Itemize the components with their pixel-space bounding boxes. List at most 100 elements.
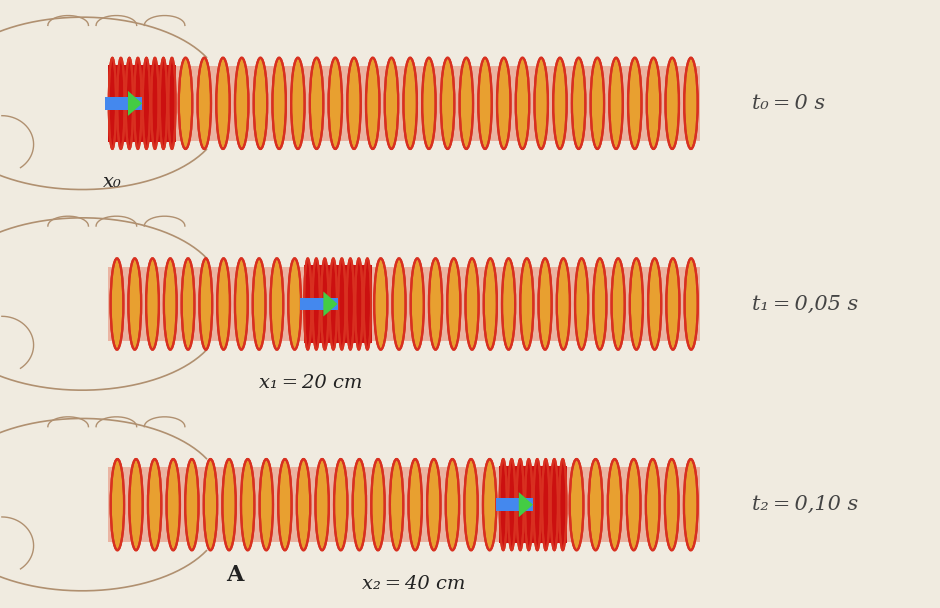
Ellipse shape [464,459,478,550]
Ellipse shape [199,258,212,350]
Text: x₁ = 20 cm: x₁ = 20 cm [258,374,362,392]
Ellipse shape [575,258,588,350]
Ellipse shape [204,459,217,550]
Ellipse shape [216,58,229,149]
Ellipse shape [160,58,167,149]
Ellipse shape [411,258,424,350]
Ellipse shape [164,258,177,350]
Ellipse shape [539,258,552,350]
Ellipse shape [151,58,159,149]
Ellipse shape [371,459,384,550]
Ellipse shape [374,258,387,350]
Ellipse shape [429,258,442,350]
Ellipse shape [665,459,679,550]
Ellipse shape [330,258,337,350]
Ellipse shape [666,258,680,350]
Ellipse shape [648,258,661,350]
Ellipse shape [181,258,195,350]
Ellipse shape [352,459,366,550]
Ellipse shape [347,258,354,350]
Ellipse shape [609,58,623,149]
Ellipse shape [310,58,323,149]
Ellipse shape [484,258,497,350]
Ellipse shape [502,258,515,350]
Ellipse shape [166,459,180,550]
Ellipse shape [347,58,361,149]
Ellipse shape [403,58,417,149]
Ellipse shape [666,58,679,149]
Ellipse shape [542,459,549,550]
Bar [104,97,142,109]
Ellipse shape [646,459,660,550]
Text: x₂ = 40 cm: x₂ = 40 cm [362,575,465,593]
Ellipse shape [259,459,273,550]
Polygon shape [519,492,533,517]
Ellipse shape [590,58,604,149]
Bar [108,266,700,342]
Ellipse shape [338,258,346,350]
Polygon shape [323,291,337,317]
Ellipse shape [273,58,286,149]
Ellipse shape [556,258,570,350]
Ellipse shape [684,459,697,550]
Ellipse shape [235,258,248,350]
Bar [108,66,700,141]
Bar [108,468,700,542]
Ellipse shape [441,58,454,149]
Ellipse shape [129,258,141,350]
Ellipse shape [313,258,320,350]
Bar [304,265,371,343]
Ellipse shape [422,58,435,149]
Ellipse shape [517,459,524,550]
Text: t₂ = 0,10 s: t₂ = 0,10 s [752,495,858,514]
Ellipse shape [235,58,248,149]
Ellipse shape [305,258,311,350]
Ellipse shape [392,258,405,350]
Bar [300,298,337,311]
Text: t₀ = 0 s: t₀ = 0 s [752,94,825,113]
Ellipse shape [355,258,363,350]
Ellipse shape [179,58,193,149]
Ellipse shape [366,58,380,149]
Ellipse shape [316,459,329,550]
Ellipse shape [516,58,529,149]
Ellipse shape [535,58,548,149]
Ellipse shape [126,58,133,149]
Ellipse shape [111,258,123,350]
Ellipse shape [627,459,640,550]
Ellipse shape [118,58,124,149]
Ellipse shape [534,459,540,550]
Ellipse shape [223,459,236,550]
Text: A: A [227,564,243,586]
Ellipse shape [185,459,198,550]
Ellipse shape [447,258,461,350]
Ellipse shape [109,58,116,149]
Ellipse shape [499,459,507,550]
Ellipse shape [427,459,441,550]
Text: t₁ = 0,05 s: t₁ = 0,05 s [752,294,858,314]
Ellipse shape [278,459,291,550]
Ellipse shape [551,459,558,550]
Ellipse shape [593,258,606,350]
Ellipse shape [168,58,176,149]
Bar [495,499,533,511]
Ellipse shape [588,459,603,550]
Ellipse shape [570,459,584,550]
Ellipse shape [525,459,532,550]
Ellipse shape [409,459,422,550]
Text: x₀: x₀ [103,173,122,192]
Ellipse shape [553,58,567,149]
Ellipse shape [241,459,255,550]
Ellipse shape [143,58,150,149]
Ellipse shape [612,258,625,350]
Ellipse shape [446,459,459,550]
Ellipse shape [197,58,211,149]
Ellipse shape [297,459,310,550]
Ellipse shape [329,58,342,149]
Ellipse shape [364,258,371,350]
Ellipse shape [254,58,267,149]
Ellipse shape [271,258,283,350]
Ellipse shape [572,58,586,149]
Ellipse shape [321,258,328,350]
Ellipse shape [146,258,159,350]
